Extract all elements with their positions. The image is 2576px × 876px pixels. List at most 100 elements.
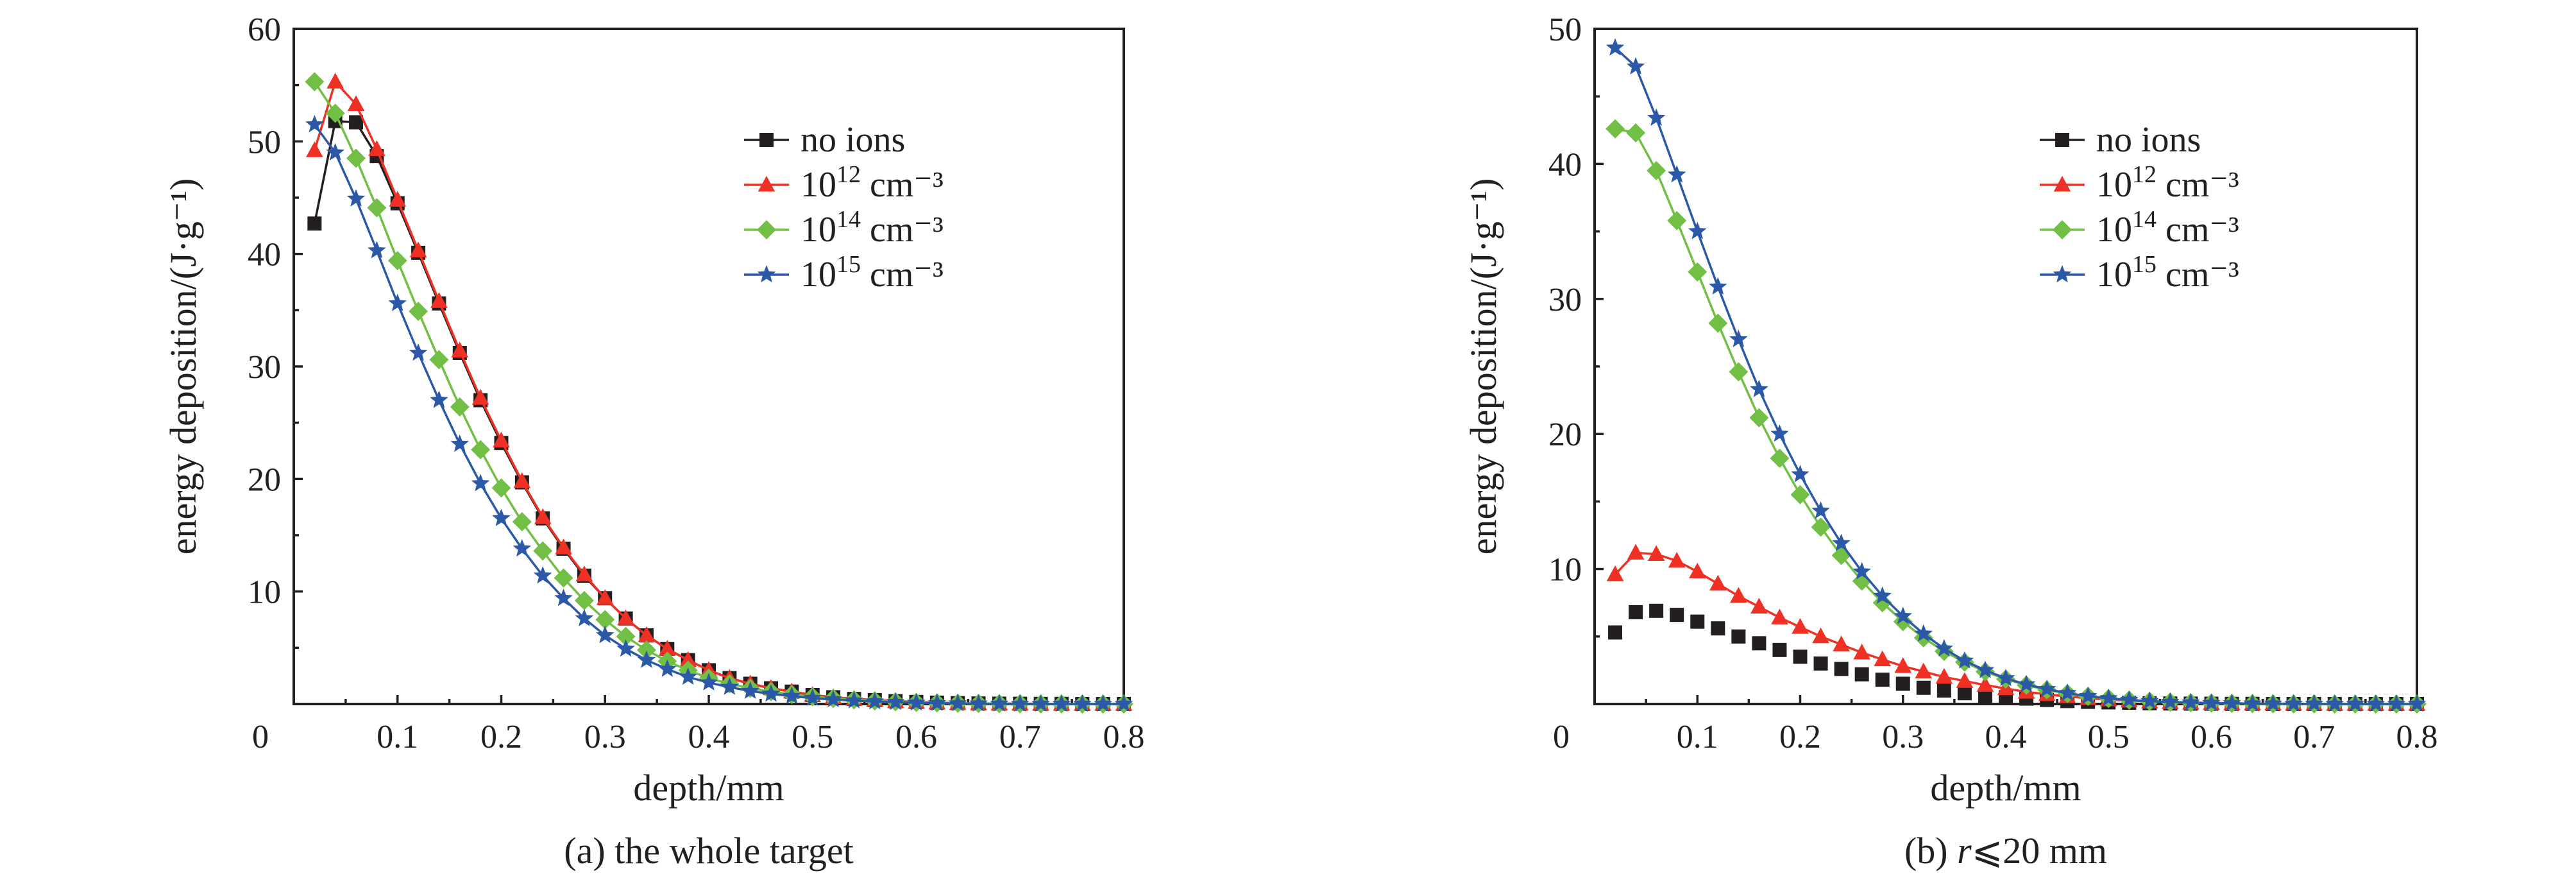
panel-a-x-tick-label: 0.6 bbox=[895, 719, 937, 755]
panel-a-legend-marker-3 bbox=[757, 265, 776, 283]
panel-b-series-2-point bbox=[1688, 262, 1707, 282]
panel-b-series-0-point bbox=[1690, 614, 1705, 629]
panel-a-x-tick-label: 0.4 bbox=[688, 719, 730, 755]
panel-b-series-0-point bbox=[1670, 608, 1684, 623]
panel-b-legend-label-unit: cm⁻³ bbox=[2157, 165, 2239, 205]
panel-a-series-3-point bbox=[596, 626, 614, 644]
panel-a-series-3-point bbox=[1031, 694, 1050, 712]
panel-a-series-3-point bbox=[1114, 694, 1133, 712]
panel-a-legend-label-base: 10 bbox=[801, 210, 836, 250]
panel-b-legend-label-3: 1015 cm⁻³ bbox=[2096, 251, 2239, 295]
panel-b-legend-label-base: 10 bbox=[2096, 210, 2132, 250]
panel-a-series-2-point bbox=[616, 626, 636, 646]
panel-b-legend-label-2: 1014 cm⁻³ bbox=[2096, 206, 2239, 250]
panel-a-y-tick-label: 20 bbox=[248, 461, 281, 498]
panel-b-series-3-point bbox=[1729, 329, 1748, 348]
panel-b-legend-label-unit: cm⁻³ bbox=[2157, 210, 2239, 250]
panel-a-legend-label-unit: cm⁻³ bbox=[861, 210, 944, 250]
panel-b-series-3-point bbox=[2264, 694, 2282, 712]
panel-a-series-1-point bbox=[326, 73, 344, 89]
panel-a-legend-label-base: 10 bbox=[801, 255, 836, 295]
panel-b-series-1-point bbox=[1833, 635, 1850, 651]
panel-b-series-2-point bbox=[1749, 408, 1769, 427]
panel-a-series-3-point bbox=[492, 508, 511, 526]
panel-b-y-tick-label: 50 bbox=[1548, 12, 1582, 48]
panel-a-series-1-point bbox=[306, 141, 323, 157]
panel-b-series-3-point bbox=[1894, 606, 1912, 624]
panel-a-series-3-point bbox=[1052, 694, 1071, 712]
panel-b-legend-label-unit: cm⁻³ bbox=[2157, 255, 2239, 295]
panel-a-series-3-line bbox=[313, 123, 1124, 705]
panel-b-caption-prefix: (b) bbox=[1904, 830, 1957, 872]
panel-b-series-2-point bbox=[1872, 593, 1892, 613]
panel-a-legend-label-exponent: 14 bbox=[836, 206, 861, 233]
panel-b-series-0-point bbox=[1916, 680, 1931, 695]
panel-a-series-3-point bbox=[326, 142, 344, 160]
panel-b-series-0-point bbox=[1793, 649, 1808, 664]
panel-b-series-3-point bbox=[2284, 694, 2303, 712]
panel-b-legend-marker-0 bbox=[2055, 133, 2069, 147]
panel-b-r-le-20mm: 0 0.1 0.2 0.3 0.4 0.5 0.6 0.7 0.8 10 20 30 40 50 depth… bbox=[1462, 12, 2438, 872]
panel-a-x-tick-label: 0.1 bbox=[377, 719, 418, 755]
panel-b-series-3-point bbox=[1873, 586, 1892, 604]
panel-b-series-0-point bbox=[1875, 673, 1890, 687]
panel-a-series-3-point bbox=[948, 694, 967, 712]
panel-a-legend-marker-2 bbox=[757, 220, 776, 239]
panel-a-series-3-point bbox=[907, 693, 926, 711]
panel-a-series-1-point bbox=[389, 191, 407, 207]
panel-b-series-1-point bbox=[1956, 672, 1974, 688]
panel-a-y-tick-label: 10 bbox=[248, 574, 281, 611]
panel-b-series-3-point bbox=[1996, 669, 2015, 687]
panel-a-series-2-point bbox=[367, 198, 387, 218]
panel-b-series-2-point bbox=[1811, 517, 1831, 537]
panel-b-series-1-point bbox=[1792, 618, 1809, 634]
panel-b-series-3-point bbox=[2161, 692, 2180, 710]
panel-a-series-3-point bbox=[1094, 694, 1112, 712]
panel-b-series-1-point bbox=[1935, 667, 1953, 684]
panel-a-legend-label-unit: cm⁻³ bbox=[861, 255, 944, 295]
panel-b-series-2-point bbox=[1626, 123, 1646, 143]
panel-b-series-3-point bbox=[2017, 674, 2036, 692]
panel-a-series-3-point bbox=[699, 673, 718, 691]
panel-a-series-2-point bbox=[595, 610, 615, 630]
panel-b-series-3-point bbox=[2120, 690, 2139, 708]
panel-a-series-3-point bbox=[616, 639, 635, 657]
panel-a-series-1-point bbox=[534, 508, 552, 524]
panel-a-series-2-point bbox=[554, 568, 573, 588]
panel-b-series-2 bbox=[1606, 119, 2427, 714]
panel-a-x-tick-label: 0.8 bbox=[1103, 719, 1145, 755]
panel-a-legend-label-2: 1014 cm⁻³ bbox=[801, 206, 944, 250]
panel-a-series-2-point bbox=[491, 478, 511, 498]
panel-b-series-3-point bbox=[1667, 165, 1686, 183]
panel-a-series-1-point bbox=[679, 651, 697, 667]
panel-b-series-2-point bbox=[1708, 313, 1728, 333]
panel-a-series-2-point bbox=[346, 148, 366, 168]
panel-a-series-0-line bbox=[313, 119, 1124, 705]
panel-a-series-1-point bbox=[638, 626, 656, 642]
panel-a-series-1-point bbox=[368, 140, 386, 157]
panel-a-series-3-point bbox=[430, 390, 448, 408]
panel-b-series-1-point bbox=[1976, 676, 1994, 692]
panel-a-series-3-point bbox=[1073, 694, 1092, 712]
panel-b-series-3-point bbox=[2140, 691, 2159, 709]
panel-b-series-3-point bbox=[1852, 562, 1871, 580]
panel-b-series-1-point bbox=[1730, 587, 1747, 603]
panel-b-series-3-point bbox=[2058, 683, 2077, 701]
panel-b-series-1-point bbox=[1668, 551, 1686, 568]
panel-b-legend-marker-1 bbox=[2053, 176, 2071, 192]
panel-b-series-1-point bbox=[1688, 562, 1706, 579]
panel-a-x-tick-label: 0.7 bbox=[999, 719, 1041, 755]
panel-a-legend-label-exponent: 12 bbox=[836, 161, 861, 188]
panel-b-caption-italic: r bbox=[1957, 830, 1972, 872]
panel-b-x-tick-label: 0.6 bbox=[2190, 719, 2232, 755]
panel-a-series-3-point bbox=[990, 694, 1009, 712]
panel-b-series-1 bbox=[1606, 544, 2426, 711]
panel-a-series-3-point bbox=[409, 343, 428, 361]
panel-a-x-axis-title: depth/mm bbox=[633, 767, 784, 809]
panel-a-series-3-point bbox=[720, 677, 739, 695]
panel-b-legend-label-1: 1012 cm⁻³ bbox=[2096, 161, 2239, 205]
panel-a-series-3-point bbox=[346, 189, 366, 207]
panel-a-legend-label-exponent: 15 bbox=[836, 251, 861, 278]
